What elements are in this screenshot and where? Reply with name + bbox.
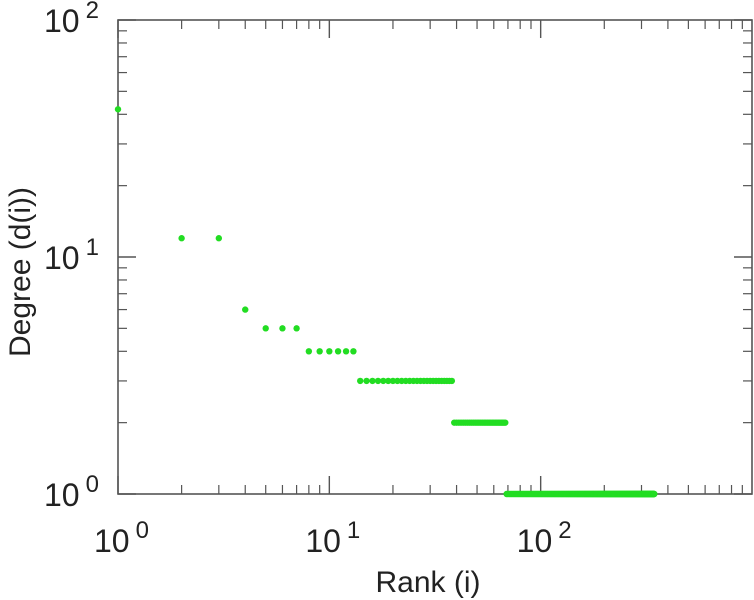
plot-frame <box>117 19 753 495</box>
data-point <box>114 106 122 113</box>
minor-ticks <box>118 20 752 494</box>
data-point <box>350 348 357 355</box>
data-point <box>293 325 300 332</box>
data-point <box>342 348 350 355</box>
tick-labels: 10 0 10 1 10 2 10 0 10 1 10 2 <box>44 0 572 559</box>
data-point <box>178 235 185 242</box>
data-point <box>502 419 509 426</box>
y-tick-label: 10 1 <box>44 234 99 276</box>
data-point <box>242 306 249 313</box>
x-tick-label: 10 0 <box>94 517 149 559</box>
data-points <box>114 106 658 498</box>
y-axis-label: Degree (d(i)) <box>4 187 37 357</box>
data-point <box>448 377 456 385</box>
data-point <box>357 377 364 385</box>
data-point <box>389 377 397 385</box>
data-point <box>380 377 387 385</box>
data-point <box>326 348 333 355</box>
data-point <box>374 377 382 385</box>
data-point <box>363 377 370 385</box>
x-axis-label: Rank (i) <box>375 566 480 599</box>
data-point <box>369 377 376 385</box>
x-tick-label: 10 2 <box>517 517 572 559</box>
data-point <box>316 348 323 355</box>
data-point <box>334 348 342 355</box>
y-tick-label: 10 2 <box>44 0 99 39</box>
data-point <box>262 325 269 332</box>
x-tick-label: 10 1 <box>305 517 360 559</box>
data-point <box>279 325 286 332</box>
data-point <box>651 490 658 498</box>
data-point <box>385 377 392 385</box>
data-point <box>305 348 313 355</box>
data-point <box>215 235 223 242</box>
y-tick-label: 10 0 <box>44 471 99 513</box>
major-ticks <box>117 19 752 495</box>
